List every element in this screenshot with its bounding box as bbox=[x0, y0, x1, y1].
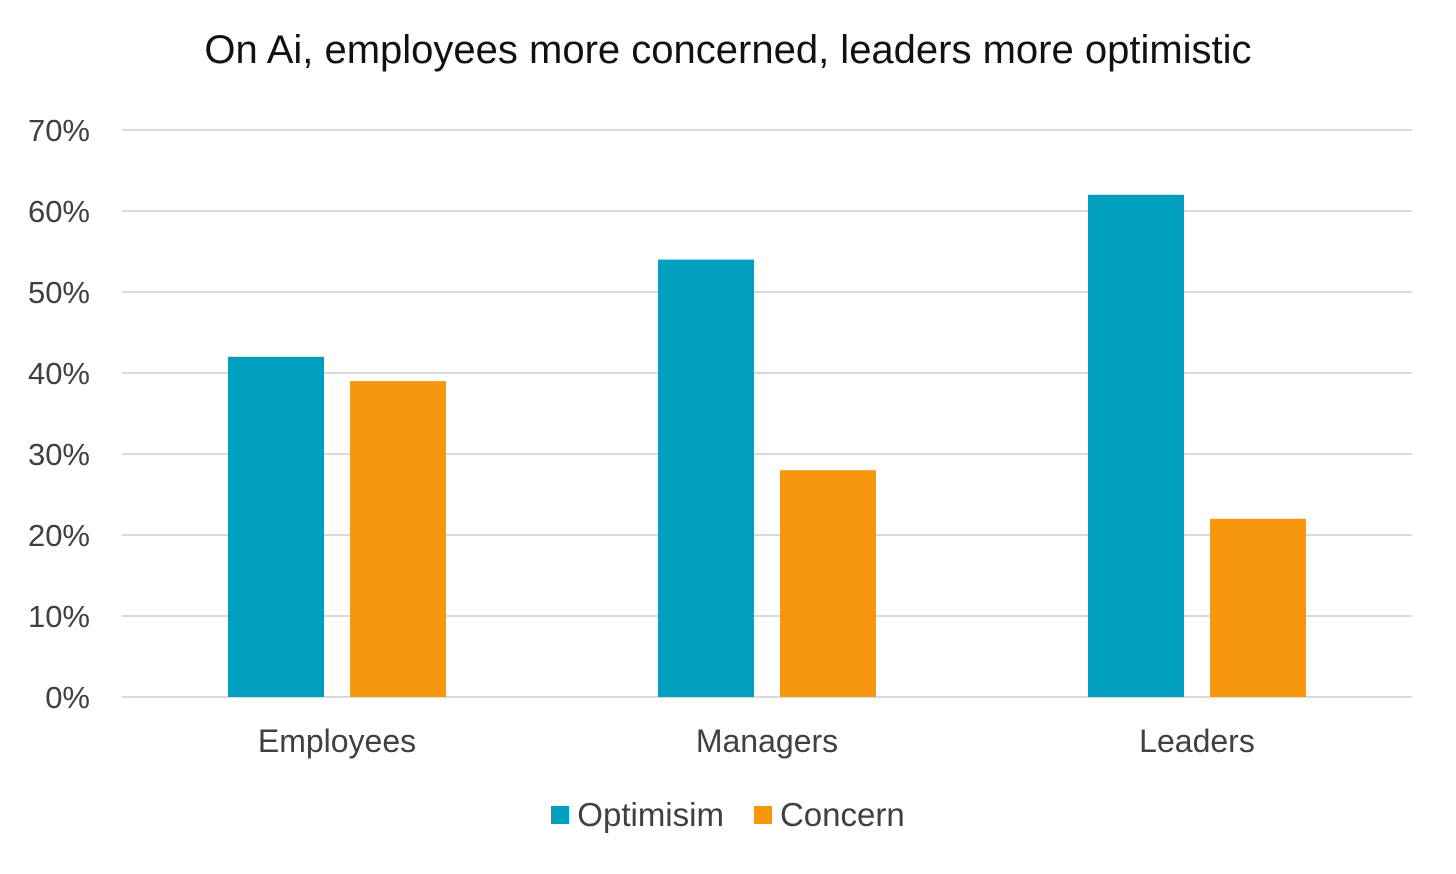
x-tick-label-leaders: Leaders bbox=[1139, 723, 1255, 759]
y-tick-label: 60% bbox=[28, 194, 90, 229]
bar-concern-managers bbox=[780, 470, 876, 697]
legend-label-concern: Concern bbox=[779, 796, 905, 833]
legend-item-concern: Concern bbox=[753, 796, 905, 834]
legend-label-optimisim: Optimisim bbox=[577, 796, 724, 833]
bar-concern-leaders bbox=[1210, 518, 1306, 697]
y-tick-label: 70% bbox=[28, 113, 90, 148]
y-axis-ticks: 0% 10% 20% 30% 40% 50% 60% 70% bbox=[28, 113, 90, 715]
x-tick-label-managers: Managers bbox=[696, 723, 838, 759]
y-tick-label: 20% bbox=[28, 518, 90, 553]
legend-swatch-optimisim bbox=[551, 806, 570, 824]
y-tick-label: 30% bbox=[28, 437, 90, 472]
y-tick-label: 40% bbox=[28, 356, 90, 391]
legend-item-optimisim: Optimisim bbox=[551, 796, 724, 834]
bar-optimisim-managers bbox=[658, 259, 754, 697]
y-tick-label: 10% bbox=[28, 599, 90, 634]
x-tick-label-employees: Employees bbox=[258, 723, 416, 759]
legend-swatch-concern bbox=[753, 806, 772, 824]
y-tick-label: 50% bbox=[28, 275, 90, 310]
legend: Optimisim Concern bbox=[0, 796, 1456, 834]
gridlines bbox=[122, 129, 1412, 698]
x-axis-ticks: Employees Managers Leaders bbox=[258, 723, 1255, 759]
bar-optimisim-employees bbox=[228, 356, 324, 697]
bar-concern-employees bbox=[350, 381, 446, 697]
y-tick-label: 0% bbox=[45, 680, 90, 715]
chart-title: On Ai, employees more concerned, leaders… bbox=[204, 28, 1252, 72]
bar-optimisim-leaders bbox=[1088, 194, 1184, 698]
bars bbox=[228, 194, 1306, 698]
